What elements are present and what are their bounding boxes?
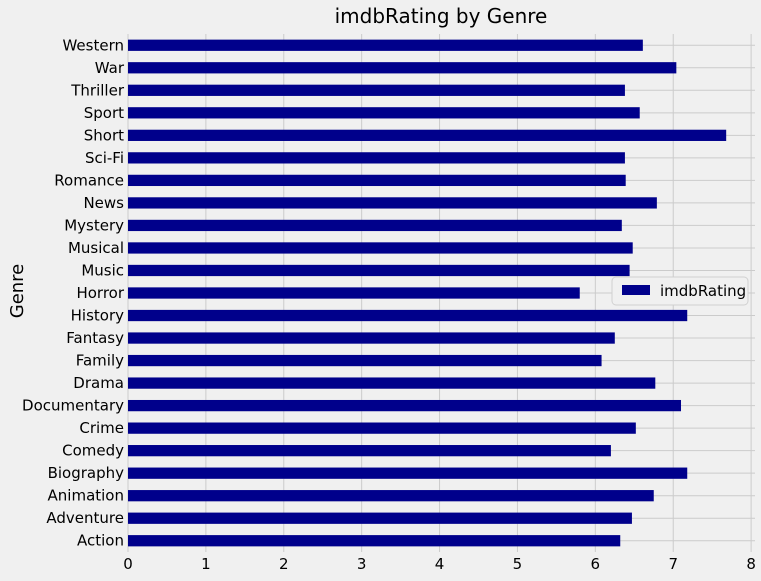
bar-music	[128, 264, 630, 277]
y-tick-label: Short	[84, 126, 124, 144]
y-tick-label: Horror	[76, 284, 124, 302]
y-tick-label: Musical	[68, 239, 124, 257]
bar-adventure	[128, 512, 632, 524]
y-tick-label: News	[83, 194, 124, 212]
y-tick-label: Mystery	[64, 216, 124, 234]
y-tick-label: Crime	[79, 419, 124, 437]
bar-history	[128, 309, 688, 322]
x-tick-label: 8	[746, 555, 756, 573]
bar-romance	[128, 174, 626, 187]
x-tick-label: 4	[435, 555, 445, 573]
y-tick-label: Family	[76, 352, 124, 370]
bar-animation	[128, 490, 654, 502]
y-tick-label: History	[71, 307, 124, 325]
y-tick-label: Action	[77, 532, 124, 550]
bar-short	[128, 129, 727, 141]
legend-frame	[611, 276, 749, 306]
bar-documentary	[128, 399, 682, 412]
bar-biography	[128, 467, 688, 479]
chart-title: imdbRating by Genre	[335, 4, 548, 28]
x-tick-label: 6	[591, 555, 601, 573]
bar-family	[128, 354, 602, 367]
y-tick-labels: Action Adventure Animation Biography Comedy C…	[22, 36, 125, 549]
y-tick-label: Romance	[54, 171, 124, 189]
x-tick-label: 1	[201, 555, 211, 573]
bar-musical	[128, 242, 633, 254]
bar-western	[128, 39, 643, 51]
bar-sport	[128, 107, 640, 119]
x-tick-label: 3	[357, 555, 367, 573]
x-tick-label: 7	[668, 555, 678, 573]
y-tick-label: Music	[81, 261, 124, 279]
y-tick-label: Comedy	[62, 442, 124, 460]
y-axis-label: Genre	[7, 264, 28, 319]
x-tick-labels: 0 1 2 3 4 5 6 7 8	[123, 555, 756, 573]
y-tick-label: Biography	[48, 464, 125, 482]
bar-horror	[128, 287, 580, 299]
y-tick-label: Documentary	[22, 397, 124, 415]
bar-drama	[128, 377, 656, 389]
bar-crime	[128, 422, 636, 434]
y-tick-label: Sport	[84, 104, 124, 122]
x-tick-label: 2	[279, 555, 289, 573]
bar-news	[128, 197, 657, 209]
bar-fantasy	[128, 332, 615, 344]
x-tick-label: 0	[123, 555, 133, 573]
x-tick-label: 5	[513, 555, 523, 573]
bar-sci-fi	[128, 152, 625, 164]
bar-layer	[128, 39, 727, 547]
y-tick-label: Sci-Fi	[85, 149, 124, 167]
bar-mystery	[128, 219, 622, 232]
y-tick-label: Animation	[48, 487, 124, 505]
y-tick-label: Fantasy	[66, 329, 124, 347]
bar-thriller	[128, 84, 625, 96]
legend-swatch	[622, 285, 650, 295]
y-tick-label: Drama	[73, 374, 124, 392]
y-tick-label: War	[95, 59, 125, 77]
y-tick-label: Thriller	[70, 81, 125, 99]
y-tick-label: Western	[62, 36, 124, 54]
legend: imdbRating	[611, 276, 749, 306]
bar-comedy	[128, 445, 611, 457]
y-tick-label: Adventure	[46, 509, 124, 527]
bar-war	[128, 62, 677, 74]
legend-label: imdbRating	[660, 282, 746, 300]
bar-action	[128, 535, 621, 547]
